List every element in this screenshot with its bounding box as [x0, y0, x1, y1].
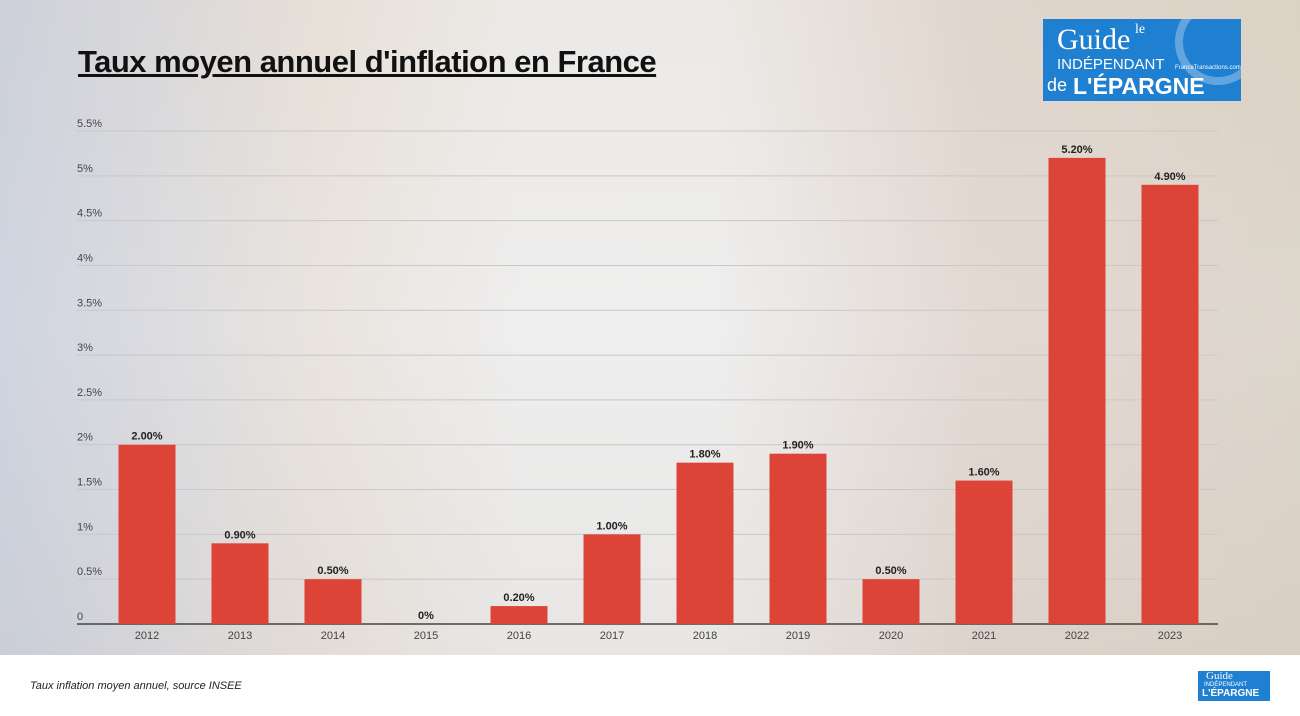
bar-2014 — [304, 579, 362, 624]
logo-text: L'ÉPARGNE — [1202, 688, 1260, 699]
guide-epargne-logo-small: Guide INDÉPENDANT L'ÉPARGNE — [1198, 671, 1270, 701]
data-label: 1.00% — [596, 520, 627, 532]
y-tick-label: 2.5% — [77, 387, 102, 399]
x-tick-label: 2014 — [321, 630, 345, 642]
x-tick-label: 2021 — [972, 630, 996, 642]
bar-2020 — [862, 579, 920, 624]
data-label: 0% — [418, 610, 434, 622]
bar-2019 — [769, 453, 827, 624]
logo-text: FranceTransactions.com — [1175, 65, 1241, 71]
x-tick-label: 2019 — [786, 630, 810, 642]
x-tick-label: 2022 — [1065, 630, 1089, 642]
y-tick-label: 1.5% — [77, 477, 102, 489]
bar-2018 — [676, 462, 734, 624]
y-tick-label: 4.5% — [77, 208, 102, 220]
bar-2023 — [1141, 184, 1199, 625]
data-label: 4.90% — [1154, 171, 1185, 183]
bar-2021 — [955, 480, 1013, 624]
data-label: 0.50% — [317, 565, 348, 577]
x-tick-label: 2023 — [1158, 630, 1182, 642]
y-tick-label: 5% — [77, 163, 93, 175]
data-label: 0.90% — [224, 529, 255, 541]
data-label: 1.80% — [689, 449, 720, 461]
bar-2017 — [583, 534, 641, 624]
bar-2013 — [211, 543, 269, 624]
data-label: 0.50% — [875, 565, 906, 577]
y-tick-label: 0 — [77, 611, 83, 623]
data-label: 1.90% — [782, 440, 813, 452]
y-tick-label: 1% — [77, 521, 93, 533]
x-tick-label: 2018 — [693, 630, 717, 642]
page-title: Taux moyen annuel d'inflation en France — [78, 44, 657, 79]
x-tick-label: 2020 — [879, 630, 903, 642]
x-tick-label: 2017 — [600, 630, 624, 642]
x-tick-label: 2013 — [228, 630, 252, 642]
data-label: 0.20% — [503, 592, 534, 604]
y-tick-label: 0.5% — [77, 566, 102, 578]
bar-2016 — [490, 606, 548, 624]
logo-text: L'ÉPARGNE — [1073, 73, 1205, 99]
y-tick-label: 3% — [77, 342, 93, 354]
y-tick-label: 2% — [77, 432, 93, 444]
logo-text: INDÉPENDANT — [1057, 56, 1165, 73]
bar-2022 — [1048, 157, 1106, 624]
logo-text: INDÉPENDANT — [1204, 682, 1248, 688]
logo-text: le — [1135, 22, 1146, 37]
data-label: 2.00% — [131, 431, 162, 443]
y-tick-label: 5.5% — [77, 118, 102, 130]
data-label: 1.60% — [968, 467, 999, 479]
data-label: 5.20% — [1061, 144, 1092, 156]
source-note: Taux inflation moyen annuel, source INSE… — [30, 680, 242, 692]
logo-text: Guide — [1206, 671, 1233, 682]
x-tick-label: 2016 — [507, 630, 531, 642]
bar-2012 — [118, 444, 176, 624]
logo-text: de — [1047, 75, 1068, 95]
y-tick-label: 3.5% — [77, 297, 102, 309]
x-tick-label: 2012 — [135, 630, 159, 642]
logo-text: Guide — [1057, 23, 1131, 56]
guide-epargne-logo: le Guide INDÉPENDANT FranceTransactions.… — [1043, 19, 1241, 101]
y-tick-label: 4% — [77, 252, 93, 264]
x-tick-label: 2015 — [414, 630, 438, 642]
